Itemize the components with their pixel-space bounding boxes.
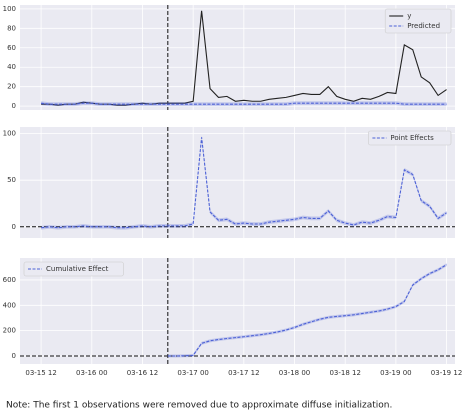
y-tick-label: 0 [12,352,16,360]
x-tick-label: 03-15 12 [25,369,56,377]
legend-box [384,8,452,34]
x-tick-label: 03-16 00 [76,369,107,377]
y-tick-label: 0 [12,223,16,231]
y-tick-label: 100 [3,5,16,13]
x-tick-label: 03-18 12 [329,369,360,377]
x-tick-label: 03-17 00 [177,369,208,377]
y-tick-label: 80 [7,24,16,32]
y-tick-label: 60 [7,44,16,52]
series-line [41,102,447,105]
footnote: Note: The first 1 observations were remo… [6,401,392,411]
series-line [167,264,447,357]
y-tick-label: 100 [3,130,16,138]
legend-label: y [407,12,411,20]
legend-label: Predicted [407,22,440,30]
legend-label: Point Effects [390,134,434,142]
plot-area [20,5,455,110]
y-tick-label: 0 [12,102,16,110]
legend: Point Effects [368,130,452,146]
legend-box [368,130,452,146]
x-tick-label: 03-17 12 [228,369,259,377]
y-tick-label: 600 [3,276,16,284]
legend-box [23,261,124,277]
x-tick-label: 03-18 00 [279,369,310,377]
y-tick-label: 40 [7,63,16,71]
x-tick-label: 03-16 12 [127,369,158,377]
series-line [41,137,447,229]
legend: Cumulative Effect [23,261,124,277]
x-tick-label: 03-19 00 [380,369,411,377]
legend-label: Cumulative Effect [46,265,109,273]
y-tick-label: 50 [7,176,16,184]
legend: y Predicted [384,8,452,34]
y-tick-label: 400 [3,301,16,309]
plot-area [20,127,455,238]
y-tick-label: 200 [3,327,16,335]
x-tick-label: 03-19 12 [431,369,462,377]
y-tick-label: 20 [7,83,16,91]
